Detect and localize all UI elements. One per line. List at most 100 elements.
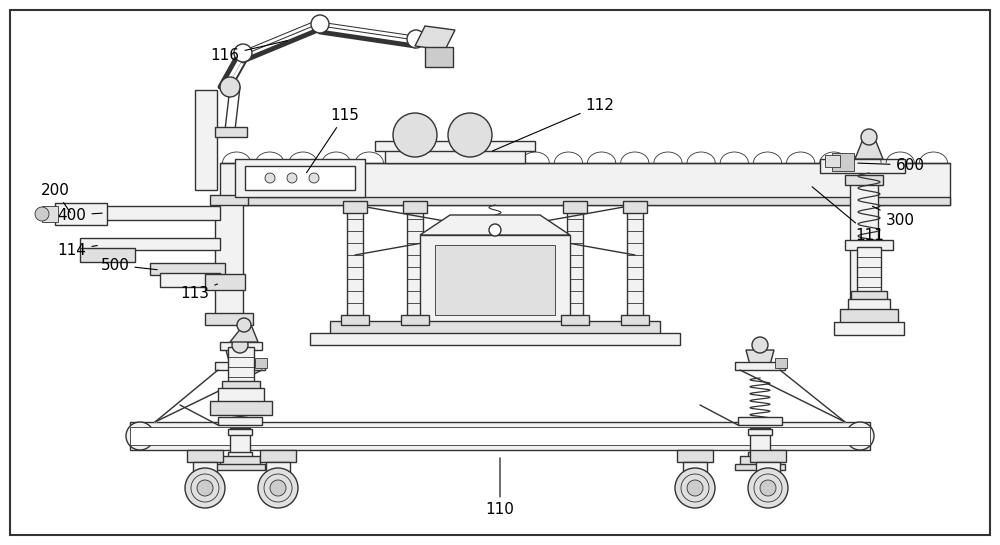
Bar (621, 315, 649, 325)
Bar (80, 238, 220, 250)
Bar (228, 452, 252, 458)
Polygon shape (420, 215, 570, 235)
Bar (845, 240, 893, 250)
Bar (260, 450, 296, 462)
Bar (218, 388, 264, 402)
Circle shape (265, 173, 275, 183)
Bar (222, 381, 260, 390)
Bar (375, 141, 535, 151)
Bar (735, 362, 785, 370)
Circle shape (407, 30, 425, 48)
Bar (567, 205, 583, 325)
Bar (130, 427, 870, 445)
Circle shape (675, 468, 715, 508)
Bar (832, 153, 854, 171)
Bar (845, 175, 883, 185)
Circle shape (220, 77, 240, 97)
Bar (235, 159, 365, 197)
Bar (220, 342, 262, 350)
Text: 114: 114 (58, 243, 97, 257)
Bar (55, 203, 107, 225)
Bar (210, 401, 272, 415)
Circle shape (752, 337, 768, 353)
Bar (341, 315, 369, 325)
Circle shape (126, 422, 154, 450)
Polygon shape (855, 139, 883, 159)
Bar (561, 315, 589, 325)
Polygon shape (746, 350, 774, 365)
Circle shape (748, 468, 788, 508)
Bar (775, 358, 787, 368)
Bar (42, 206, 58, 222)
Bar (735, 464, 785, 470)
Bar (403, 201, 427, 213)
Circle shape (258, 468, 298, 508)
Bar (407, 205, 423, 325)
Bar (834, 322, 904, 335)
Bar (205, 313, 253, 325)
Circle shape (197, 480, 213, 496)
Bar (750, 450, 786, 462)
Circle shape (234, 44, 252, 62)
Circle shape (846, 422, 874, 450)
Bar (401, 315, 429, 325)
Text: 200: 200 (41, 183, 70, 213)
Circle shape (287, 173, 297, 183)
Bar (347, 205, 363, 325)
Bar (623, 201, 647, 213)
Circle shape (393, 113, 437, 157)
Circle shape (185, 468, 225, 508)
Bar (825, 155, 840, 167)
Bar (218, 417, 262, 425)
Bar (820, 159, 905, 173)
Circle shape (448, 113, 492, 157)
Bar (848, 299, 890, 311)
Polygon shape (226, 350, 254, 365)
Bar (220, 163, 950, 205)
Bar (215, 127, 247, 137)
Text: 115: 115 (307, 107, 359, 173)
Bar (750, 428, 770, 460)
Bar (266, 462, 290, 472)
Bar (310, 333, 680, 345)
Bar (343, 201, 367, 213)
Bar (385, 143, 525, 163)
Text: 500: 500 (101, 257, 157, 272)
Bar (683, 462, 707, 472)
Bar (425, 47, 453, 67)
Bar (228, 429, 252, 435)
Bar (220, 456, 260, 466)
Bar (215, 464, 265, 470)
Bar (627, 205, 643, 325)
Text: 600: 600 (858, 158, 924, 173)
Polygon shape (230, 327, 258, 342)
Bar (420, 235, 570, 325)
Bar (740, 456, 780, 466)
Text: 112: 112 (493, 98, 614, 151)
Circle shape (35, 207, 49, 221)
Circle shape (760, 480, 776, 496)
Bar (210, 195, 248, 205)
Circle shape (270, 480, 286, 496)
Bar (228, 347, 254, 383)
Bar (748, 452, 772, 458)
Bar (857, 247, 881, 295)
Bar (205, 274, 245, 290)
Bar (230, 428, 250, 460)
Bar (195, 90, 217, 190)
Bar (756, 462, 780, 472)
Circle shape (489, 224, 501, 236)
Bar (851, 291, 887, 301)
Bar (160, 273, 220, 287)
Bar (245, 166, 355, 190)
Text: 400: 400 (58, 208, 102, 222)
Bar (850, 180, 878, 320)
Bar (80, 248, 135, 262)
Circle shape (861, 129, 877, 145)
Circle shape (232, 337, 248, 353)
Text: 113: 113 (181, 284, 217, 300)
Circle shape (311, 15, 329, 33)
Text: 300: 300 (872, 206, 914, 227)
Bar (677, 450, 713, 462)
Text: 110: 110 (486, 458, 514, 518)
